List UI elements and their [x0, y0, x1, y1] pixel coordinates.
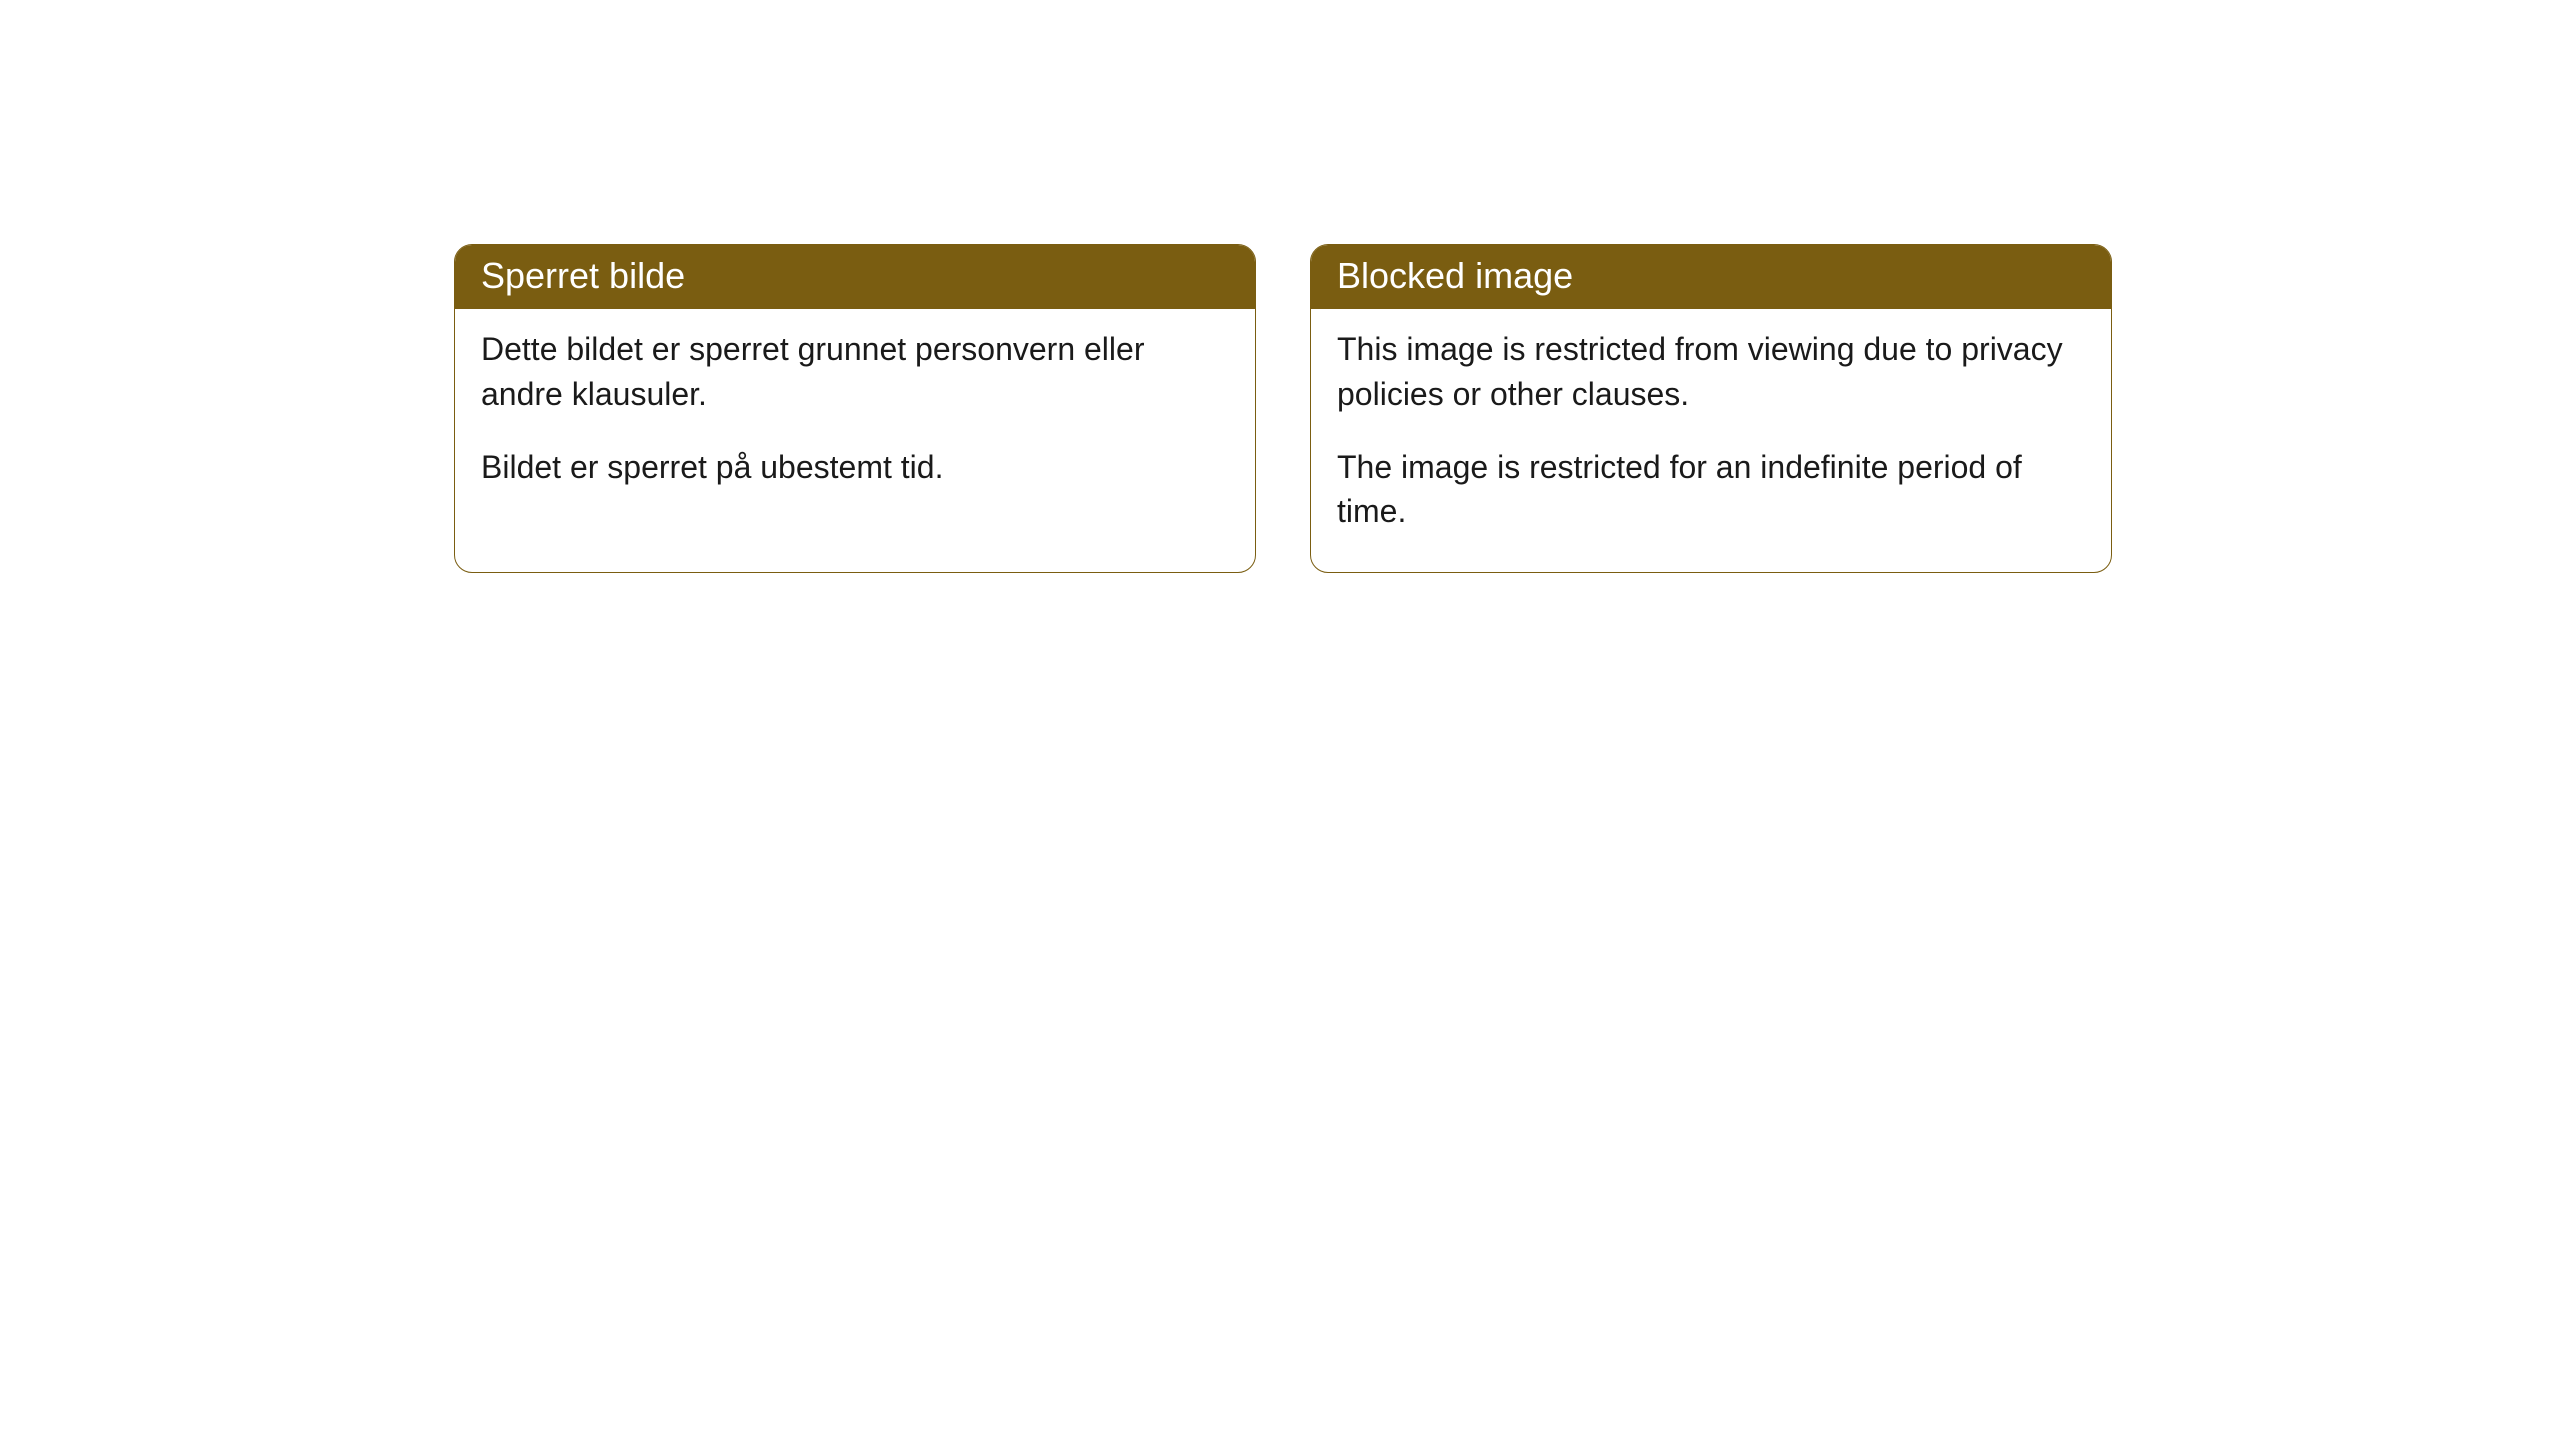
- card-body: Dette bildet er sperret grunnet personve…: [455, 309, 1255, 527]
- cards-container: Sperret bilde Dette bildet er sperret gr…: [0, 0, 2560, 573]
- card-paragraph-1: This image is restricted from viewing du…: [1337, 327, 2085, 417]
- card-paragraph-2: Bildet er sperret på ubestemt tid.: [481, 445, 1229, 490]
- card-paragraph-2: The image is restricted for an indefinit…: [1337, 445, 2085, 535]
- card-header: Blocked image: [1311, 245, 2111, 309]
- card-title: Blocked image: [1337, 255, 1573, 296]
- card-header: Sperret bilde: [455, 245, 1255, 309]
- card-body: This image is restricted from viewing du…: [1311, 309, 2111, 572]
- blocked-image-card-norwegian: Sperret bilde Dette bildet er sperret gr…: [454, 244, 1256, 573]
- card-paragraph-1: Dette bildet er sperret grunnet personve…: [481, 327, 1229, 417]
- blocked-image-card-english: Blocked image This image is restricted f…: [1310, 244, 2112, 573]
- card-title: Sperret bilde: [481, 255, 685, 296]
